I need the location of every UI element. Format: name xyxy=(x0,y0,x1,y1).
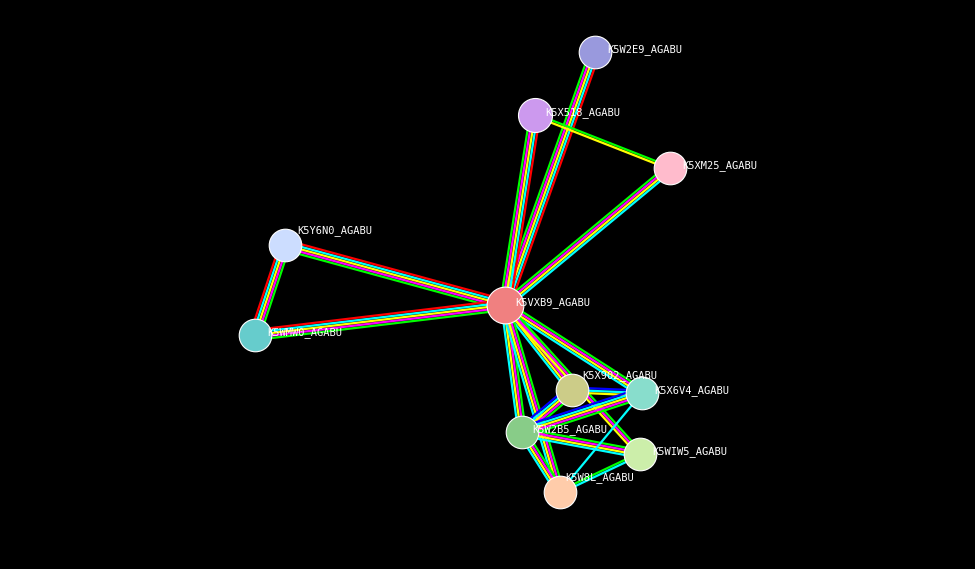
Text: K5XM25_AGABU: K5XM25_AGABU xyxy=(682,160,757,171)
Point xyxy=(662,163,678,172)
Text: K5W8L_AGABU: K5W8L_AGABU xyxy=(565,472,634,484)
Text: K5W2E9_AGABU: K5W2E9_AGABU xyxy=(607,44,682,55)
Text: K5X6V4_AGABU: K5X6V4_AGABU xyxy=(654,386,729,397)
Point xyxy=(632,450,647,459)
Point xyxy=(497,300,513,310)
Point xyxy=(634,389,649,398)
Point xyxy=(552,488,567,497)
Point xyxy=(277,241,292,250)
Text: K5VXB9_AGABU: K5VXB9_AGABU xyxy=(515,298,590,308)
Point xyxy=(514,427,529,436)
Text: K5W2B5_AGABU: K5W2B5_AGABU xyxy=(532,424,607,435)
Text: K5X902_AGABU: K5X902_AGABU xyxy=(582,370,657,381)
Point xyxy=(248,331,263,340)
Text: K5X518_AGABU: K5X518_AGABU xyxy=(545,108,620,118)
Point xyxy=(565,385,580,394)
Text: K5WIW5_AGABU: K5WIW5_AGABU xyxy=(652,447,727,457)
Point xyxy=(587,47,603,56)
Point xyxy=(527,110,543,119)
Text: K5Y6N0_AGABU: K5Y6N0_AGABU xyxy=(297,225,372,237)
Text: K5WMW0_AGABU: K5WMW0_AGABU xyxy=(267,328,342,339)
